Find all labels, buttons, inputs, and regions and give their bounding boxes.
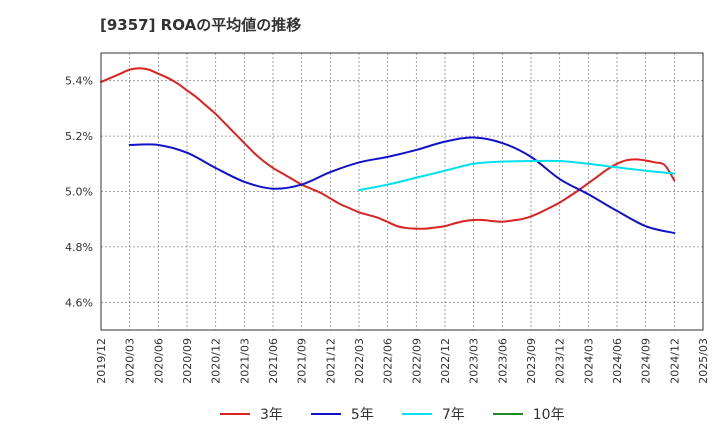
y-axis: 4.6% 4.8% 5.0% 5.2% 5.4% (65, 75, 93, 310)
x-tick-label: 2024/09 (640, 338, 653, 384)
legend-item-1: 3年 (220, 404, 283, 424)
y-tick-label: 5.0% (65, 186, 93, 199)
series-layer (100, 67, 676, 235)
x-tick-label: 2019/12 (95, 338, 108, 384)
series-line-1 (100, 67, 676, 230)
x-tick-label: 2023/09 (525, 338, 538, 384)
series-line-3 (358, 159, 676, 192)
x-tick-label: 2020/09 (181, 338, 194, 384)
x-tick-label: 2022/03 (353, 338, 366, 384)
x-tick-label: 2021/09 (296, 338, 309, 384)
legend-item-2: 5年 (310, 404, 374, 424)
legend-swatch (492, 413, 523, 415)
x-tick-label: 2022/06 (382, 338, 395, 384)
x-tick-label: 2024/03 (582, 338, 595, 384)
x-tick-label: 2024/06 (611, 338, 624, 384)
y-tick-label: 4.6% (65, 296, 93, 309)
legend-swatch (310, 413, 341, 415)
x-tick-label: 2020/12 (210, 338, 223, 384)
x-axis: 2019/12 2020/03 2020/06 2020/09 2020/12 2021/… (95, 338, 710, 384)
series-line-2 (128, 136, 676, 235)
x-tick-label: 2021/06 (267, 338, 280, 384)
x-tick-label: 2021/03 (238, 338, 251, 384)
x-tick-label: 2022/09 (410, 338, 423, 384)
legend-item-4: 10年 (492, 404, 565, 424)
x-tick-label: 2023/06 (496, 338, 509, 384)
legend-label: 7年 (441, 407, 465, 423)
x-tick-label: 2023/12 (554, 338, 567, 384)
y-tick-label: 5.2% (65, 130, 93, 143)
legend-label: 5年 (350, 407, 374, 423)
x-tick-label: 2020/06 (152, 338, 165, 384)
legend-label: 10年 (532, 407, 565, 423)
x-tick-label: 2022/12 (439, 338, 452, 384)
legend-item-3: 7年 (401, 404, 465, 424)
x-tick-label: 2024/12 (668, 338, 681, 384)
grid-layer (101, 53, 703, 330)
chart-legend: 3年 5年 7年 10年 (220, 404, 565, 424)
plot-frame (100, 52, 704, 331)
x-tick-label: 2021/12 (324, 338, 337, 384)
y-tick-label: 5.4% (65, 75, 93, 88)
x-tick-label: 2023/03 (468, 338, 481, 384)
legend-swatch (220, 413, 250, 415)
chart-title: [9357] ROAの平均値の推移 (100, 16, 302, 34)
legend-swatch (401, 413, 432, 415)
x-tick-label: 2020/03 (124, 338, 137, 384)
x-tick-label: 2025/03 (697, 338, 710, 384)
y-tick-label: 4.8% (65, 241, 93, 254)
legend-label: 3年 (260, 407, 283, 423)
